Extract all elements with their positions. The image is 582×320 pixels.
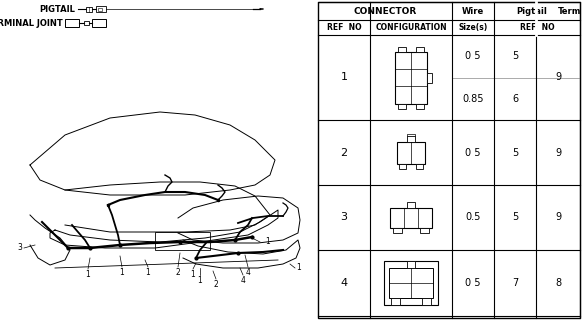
Text: 4: 4 [240, 276, 246, 285]
Text: PIGTAIL: PIGTAIL [39, 4, 75, 13]
Text: 9: 9 [555, 73, 561, 83]
Bar [395, 52, 427, 103]
Bar [416, 46, 424, 52]
Bar [98, 7, 102, 11]
Text: REF  NO: REF NO [520, 23, 554, 32]
Bar [420, 228, 429, 233]
Text: REF  NO: REF NO [327, 23, 361, 32]
Text: 7: 7 [512, 278, 518, 288]
Text: 0.85: 0.85 [462, 94, 484, 104]
Text: CONFIGURATION: CONFIGURATION [375, 23, 447, 32]
Bar [407, 202, 415, 207]
Bar [407, 261, 415, 268]
Text: CONNECTOR: CONNECTOR [353, 6, 417, 15]
Bar [407, 135, 415, 141]
Bar [416, 164, 423, 169]
Text: 3: 3 [17, 244, 22, 252]
Text: 2: 2 [176, 268, 180, 277]
Bar [398, 46, 406, 52]
Text: Pigtail: Pigtail [517, 6, 548, 15]
Text: 1: 1 [340, 73, 347, 83]
Text: 8: 8 [555, 278, 561, 288]
Text: Term: Term [558, 6, 581, 15]
Bar [422, 298, 431, 305]
Text: 1: 1 [86, 270, 90, 279]
Text: 0 5: 0 5 [465, 278, 481, 288]
Text: Size(s): Size(s) [459, 23, 488, 32]
Bar [155, 232, 210, 250]
Bar [393, 228, 402, 233]
Bar [398, 103, 406, 108]
Text: 1: 1 [265, 237, 269, 246]
Text: 9: 9 [555, 148, 561, 157]
Bar [318, 2, 580, 318]
Bar [390, 207, 432, 228]
Text: Wire: Wire [462, 6, 484, 15]
Bar [384, 261, 438, 305]
Bar [389, 268, 433, 298]
Text: 2: 2 [214, 280, 218, 289]
Text: 0 5: 0 5 [465, 148, 481, 157]
Text: 5: 5 [512, 51, 518, 61]
Bar [416, 103, 424, 108]
Text: 6: 6 [512, 94, 518, 104]
Bar [399, 164, 406, 169]
Bar [427, 73, 432, 83]
Text: 0 5: 0 5 [465, 51, 481, 61]
Text: 1: 1 [198, 276, 203, 285]
Bar [397, 141, 425, 164]
Bar [96, 6, 106, 12]
Text: TERMINAL JOINT: TERMINAL JOINT [0, 19, 63, 28]
Text: 0.5: 0.5 [466, 212, 481, 222]
Text: 4: 4 [340, 278, 347, 288]
Text: 4: 4 [246, 268, 250, 277]
Text: 1: 1 [146, 268, 150, 277]
Text: 9: 9 [555, 212, 561, 222]
Bar [65, 19, 79, 27]
Text: 1: 1 [191, 270, 196, 279]
Bar [92, 19, 106, 27]
Text: 5: 5 [512, 148, 518, 157]
Text: 5: 5 [512, 212, 518, 222]
Bar [86, 6, 92, 12]
Bar [84, 21, 89, 25]
Bar [391, 298, 400, 305]
Text: 1: 1 [120, 268, 125, 277]
Text: 1: 1 [296, 263, 301, 273]
Text: 3: 3 [340, 212, 347, 222]
Text: 2: 2 [340, 148, 347, 157]
